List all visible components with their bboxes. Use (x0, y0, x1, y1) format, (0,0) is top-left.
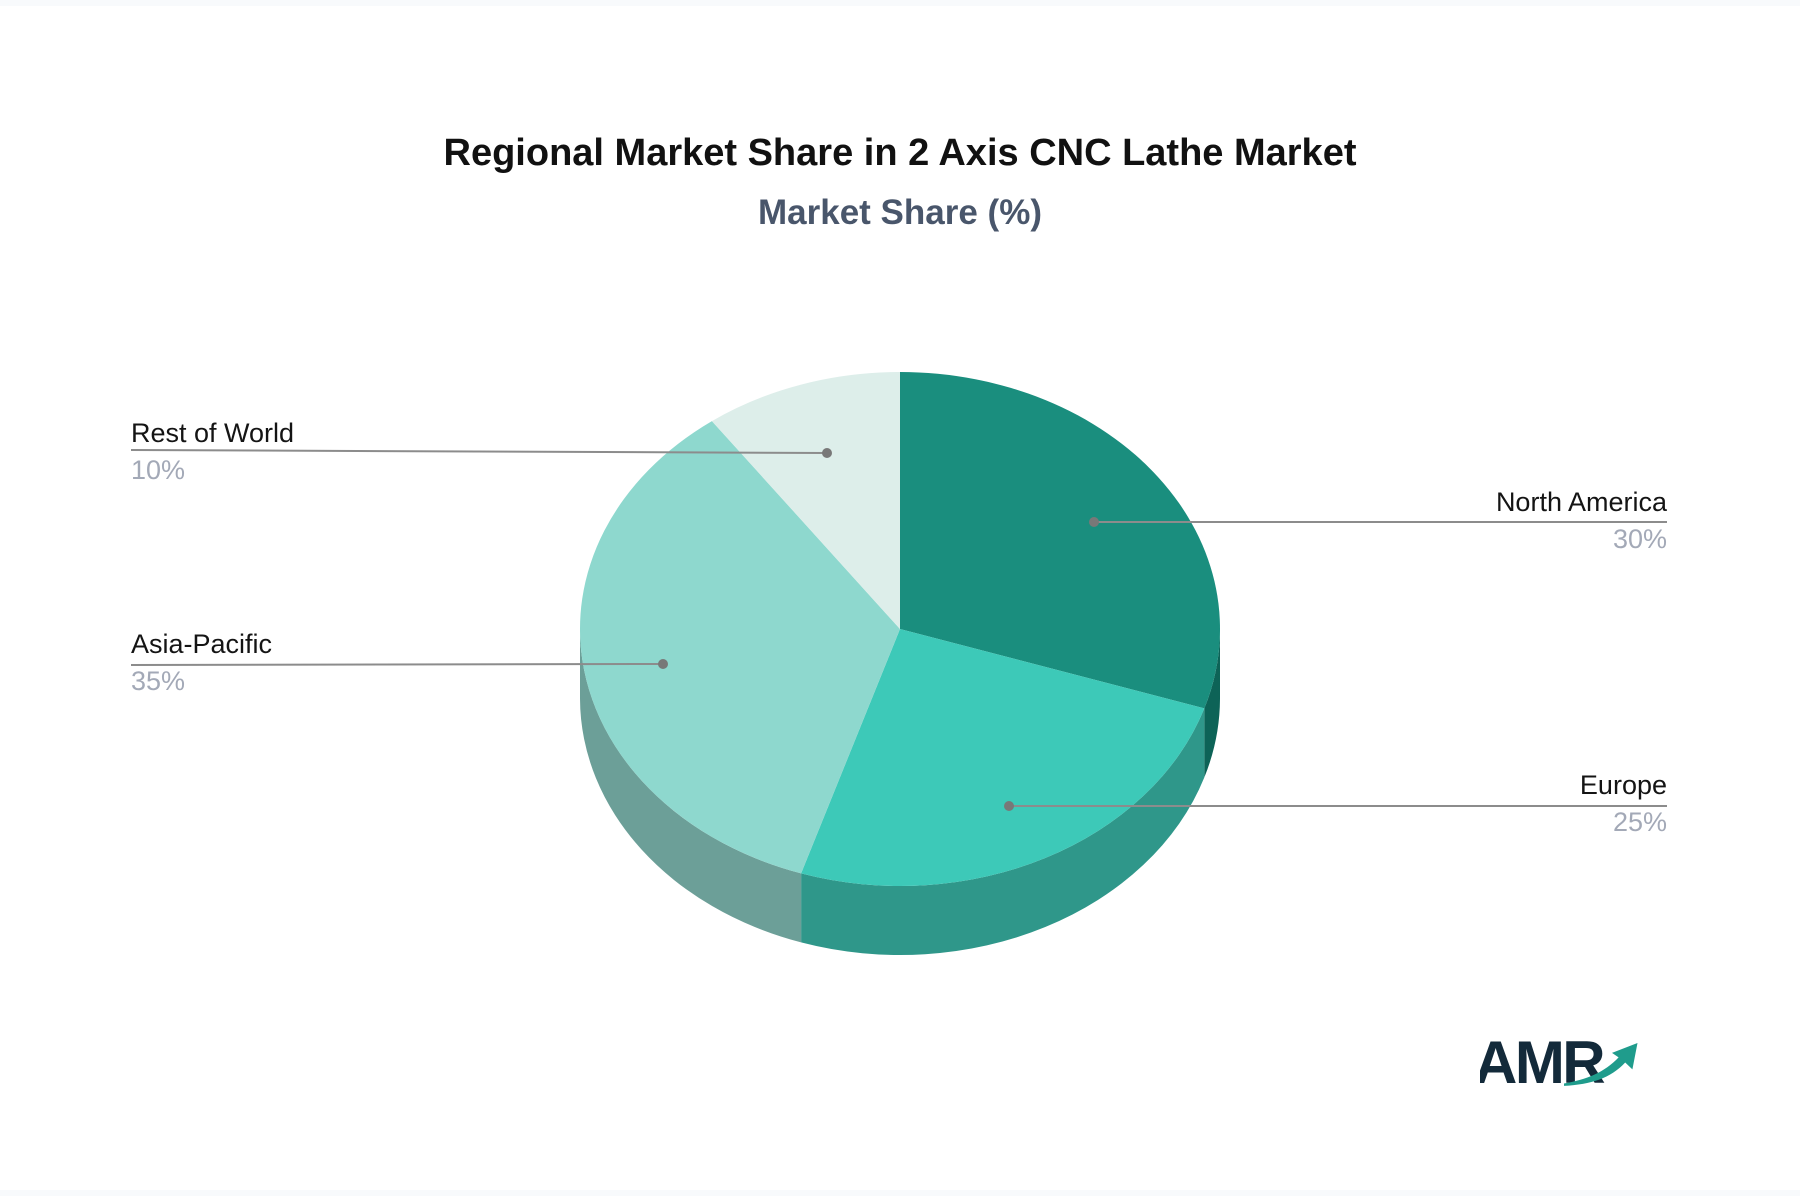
svg-text:AMR: AMR (1480, 1029, 1605, 1096)
